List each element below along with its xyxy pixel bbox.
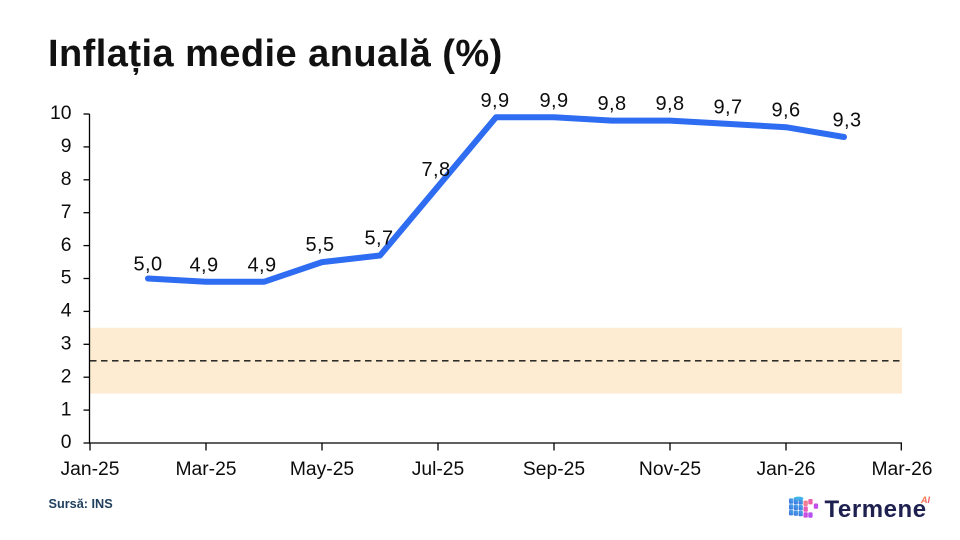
svg-text:7,8: 7,8 <box>421 159 450 181</box>
svg-text:9: 9 <box>61 136 72 157</box>
svg-text:Sursă: INS: Sursă: INS <box>49 497 113 511</box>
svg-text:5,0: 5,0 <box>133 253 162 275</box>
svg-text:4: 4 <box>61 301 72 322</box>
svg-text:6: 6 <box>61 235 72 256</box>
svg-text:4,9: 4,9 <box>189 254 218 276</box>
svg-text:0: 0 <box>61 432 72 453</box>
svg-text:Nov-25: Nov-25 <box>639 459 701 480</box>
svg-text:Mar-25: Mar-25 <box>175 459 236 480</box>
svg-text:7: 7 <box>61 202 72 223</box>
svg-text:Jan-25: Jan-25 <box>61 459 120 480</box>
svg-text:5,5: 5,5 <box>305 234 334 256</box>
svg-text:4,9: 4,9 <box>247 254 276 276</box>
svg-text:Termene: Termene <box>825 496 927 523</box>
svg-text:9,6: 9,6 <box>771 100 800 122</box>
svg-text:Sep-25: Sep-25 <box>523 459 585 480</box>
svg-text:May-25: May-25 <box>290 459 354 480</box>
svg-text:9,8: 9,8 <box>597 93 626 115</box>
svg-text:Inflația medie anuală (%): Inflația medie anuală (%) <box>48 33 503 75</box>
svg-text:Mar-26: Mar-26 <box>871 459 932 480</box>
svg-text:9,9: 9,9 <box>480 90 509 112</box>
svg-text:3: 3 <box>61 334 72 355</box>
svg-text:10: 10 <box>50 103 71 124</box>
svg-text:9,8: 9,8 <box>655 93 684 115</box>
svg-text:5,7: 5,7 <box>364 227 393 249</box>
svg-text:2: 2 <box>61 366 72 387</box>
svg-text:9,9: 9,9 <box>539 90 568 112</box>
svg-text:1: 1 <box>61 399 72 420</box>
svg-text:Jan-26: Jan-26 <box>757 459 816 480</box>
svg-text:Jul-25: Jul-25 <box>412 459 465 480</box>
svg-text:9,3: 9,3 <box>832 110 861 132</box>
svg-text:5: 5 <box>61 268 72 289</box>
svg-text:9,7: 9,7 <box>713 96 742 118</box>
svg-text:8: 8 <box>61 169 72 190</box>
svg-text:AI: AI <box>920 495 930 505</box>
